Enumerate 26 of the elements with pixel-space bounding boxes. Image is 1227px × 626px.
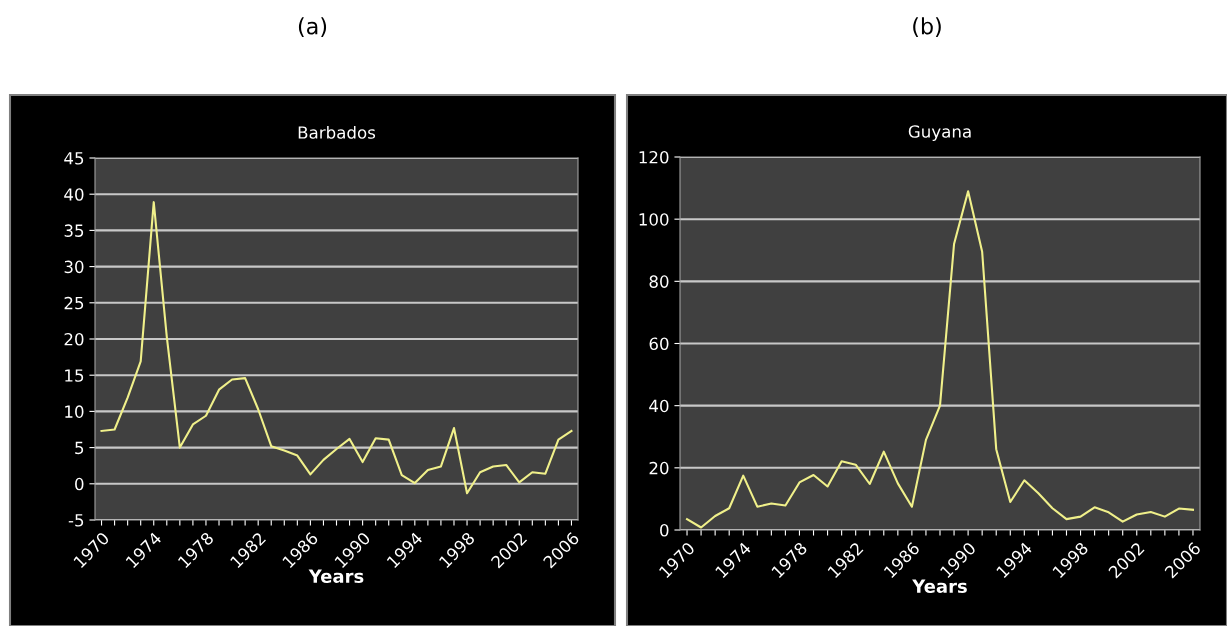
x-axis-title: Years <box>912 579 967 594</box>
chart-title: Guyana <box>908 125 971 142</box>
y-tick-label: 0 <box>75 477 84 491</box>
y-tick-label: 100 <box>639 213 669 226</box>
line-series <box>100 201 573 495</box>
y-tick-label: 5 <box>75 441 84 455</box>
y-tick-label: 25 <box>64 296 84 310</box>
y-tick-label: 60 <box>649 337 669 351</box>
line-series <box>685 190 1195 529</box>
y-tick-label: -5 <box>68 514 84 527</box>
x-axis-title: Years <box>308 569 364 584</box>
y-tick-label: 40 <box>649 399 669 413</box>
y-tick-label: 10 <box>65 405 84 418</box>
chart-title: Barbados <box>298 125 376 139</box>
y-tick-label: 20 <box>649 461 669 475</box>
y-tick-label: 40 <box>64 188 84 201</box>
text: (b) <box>913 17 941 38</box>
y-tick-label: 20 <box>64 332 84 346</box>
y-tick-label: 30 <box>64 260 84 274</box>
y-tick-label: 35 <box>64 224 84 237</box>
y-tick-label: 80 <box>649 275 669 288</box>
y-tick-label: 45 <box>64 152 84 165</box>
y-tick-label: 0 <box>660 523 669 537</box>
y-tick-label: 15 <box>65 369 84 382</box>
text: (a) <box>298 17 327 38</box>
y-tick-label: 120 <box>639 150 669 164</box>
